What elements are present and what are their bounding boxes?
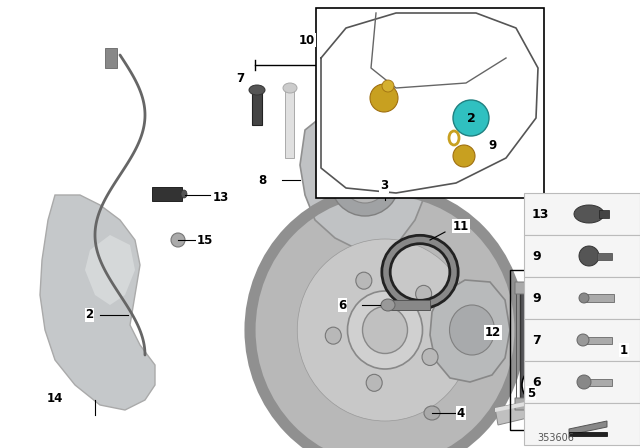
Text: 9: 9: [532, 250, 541, 263]
Polygon shape: [430, 280, 510, 382]
Ellipse shape: [366, 375, 382, 391]
Text: 1: 1: [620, 344, 628, 357]
Ellipse shape: [579, 246, 599, 266]
Bar: [524, 319, 640, 361]
Polygon shape: [40, 195, 155, 410]
Text: 7: 7: [532, 333, 541, 346]
Bar: [152, 187, 182, 201]
Ellipse shape: [577, 334, 589, 346]
Text: 7: 7: [236, 72, 244, 85]
Bar: [524, 361, 640, 403]
Ellipse shape: [422, 349, 438, 366]
Bar: [516, 290, 576, 405]
Ellipse shape: [330, 144, 400, 216]
Text: 8: 8: [259, 173, 266, 187]
Bar: [510, 270, 605, 430]
Text: 14: 14: [46, 392, 63, 405]
Polygon shape: [495, 400, 540, 425]
Text: 7: 7: [536, 379, 544, 392]
Ellipse shape: [579, 293, 589, 303]
Bar: [524, 277, 640, 319]
Text: 5: 5: [527, 387, 535, 400]
Bar: [584, 337, 612, 344]
Ellipse shape: [370, 84, 398, 112]
Text: 9: 9: [489, 138, 497, 152]
Bar: [252, 90, 262, 125]
Polygon shape: [569, 421, 607, 435]
Bar: [524, 235, 640, 277]
Polygon shape: [300, 105, 430, 250]
Polygon shape: [515, 398, 532, 410]
Ellipse shape: [283, 83, 297, 93]
Text: 3: 3: [380, 179, 388, 193]
Text: 2: 2: [467, 112, 476, 125]
Bar: [285, 88, 294, 158]
Polygon shape: [540, 398, 557, 410]
Text: 9: 9: [532, 292, 541, 305]
Ellipse shape: [453, 145, 475, 167]
Circle shape: [453, 100, 489, 136]
Text: 353606: 353606: [538, 433, 575, 443]
Polygon shape: [85, 235, 135, 305]
Ellipse shape: [181, 190, 187, 198]
Text: 12: 12: [484, 326, 501, 339]
Bar: [597, 253, 612, 260]
Bar: [569, 432, 607, 436]
Ellipse shape: [171, 233, 185, 247]
Polygon shape: [515, 282, 532, 294]
Ellipse shape: [424, 406, 440, 420]
Ellipse shape: [574, 205, 604, 223]
Text: 11: 11: [452, 220, 469, 233]
Bar: [584, 294, 614, 302]
Bar: [105, 48, 117, 68]
Ellipse shape: [348, 291, 422, 369]
Polygon shape: [495, 400, 535, 412]
Ellipse shape: [297, 239, 473, 421]
Text: 13: 13: [532, 207, 549, 220]
Bar: [584, 379, 612, 386]
Ellipse shape: [356, 272, 372, 289]
Text: 13: 13: [212, 190, 229, 204]
Text: 15: 15: [196, 233, 213, 247]
Bar: [520, 290, 575, 405]
Text: 10: 10: [299, 34, 316, 47]
Bar: [524, 403, 640, 445]
Ellipse shape: [415, 285, 431, 302]
Text: 2: 2: [86, 308, 93, 322]
Text: 4: 4: [457, 406, 465, 420]
Polygon shape: [540, 282, 557, 294]
Bar: [599, 210, 609, 218]
Ellipse shape: [325, 327, 341, 344]
Ellipse shape: [449, 305, 495, 355]
Ellipse shape: [249, 85, 265, 95]
Bar: [524, 193, 640, 235]
Bar: [316, 8, 544, 198]
Bar: [388, 300, 430, 310]
Ellipse shape: [382, 80, 394, 92]
Ellipse shape: [362, 306, 408, 353]
Ellipse shape: [381, 299, 395, 311]
Ellipse shape: [342, 157, 387, 203]
Ellipse shape: [577, 375, 591, 389]
Ellipse shape: [250, 190, 520, 448]
Circle shape: [522, 367, 558, 403]
Text: 6: 6: [532, 375, 541, 388]
Text: 6: 6: [339, 298, 346, 312]
Ellipse shape: [445, 135, 465, 155]
